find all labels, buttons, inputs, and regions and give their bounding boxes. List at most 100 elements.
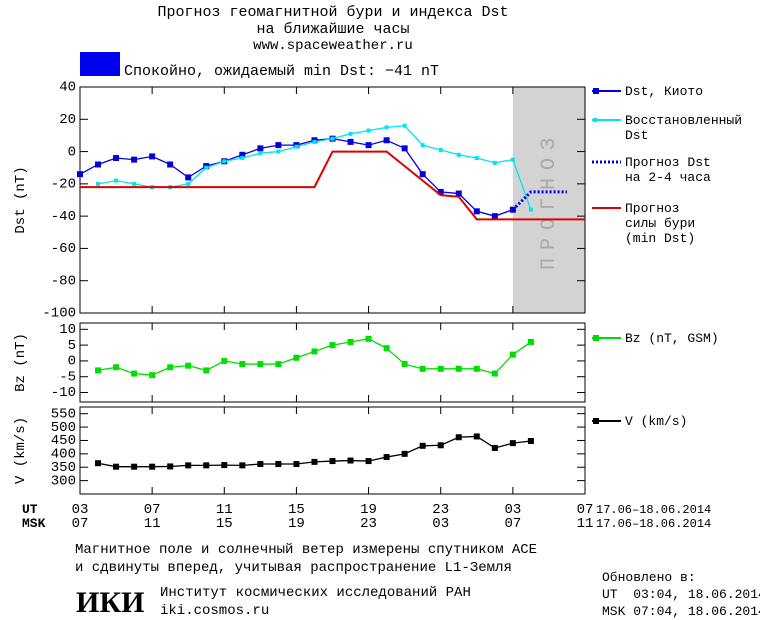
point [491,444,498,451]
x-tick-label: 07 [504,516,521,532]
y-tick-label: 300 [51,473,76,489]
x-range: 17.06–18.06.2014 [596,503,711,517]
y-axis-label: Dst (nT) [13,166,29,233]
point [131,463,138,470]
point [510,157,515,162]
x-tick-label: 11 [144,516,161,532]
legend-marker [593,418,599,424]
updated-msk: MSK 07:04, 18.06.2014 [602,604,760,619]
point [221,357,228,364]
point [257,145,264,152]
point [456,152,461,157]
series-line [511,190,567,211]
point [527,437,534,444]
point [366,128,371,133]
point [509,440,516,447]
point [131,370,138,377]
point [402,123,407,128]
point [455,190,462,197]
point [437,442,444,449]
point [167,161,174,168]
point [275,361,282,368]
point [185,462,192,469]
point [401,361,408,368]
y-tick-label: 10 [59,322,76,338]
y-tick-label: 5 [68,338,76,354]
point [239,151,246,158]
point [149,463,156,470]
point [347,138,354,145]
point [492,160,497,165]
point [437,188,444,195]
point [455,434,462,441]
point [203,462,210,469]
y-tick-label: -10 [51,385,76,401]
x-tick-label: 15 [216,516,233,532]
x-tick-label: 15 [288,502,305,518]
legend-entry: Bz (nT, GSM) [625,331,719,346]
point [330,136,335,141]
plot-frame [79,406,586,495]
legend-entry: Прогноз Dst на 2-4 часа [625,155,711,185]
point [95,460,102,467]
site: iki.cosmos.ru [160,603,269,619]
point [131,156,138,163]
point [276,149,281,154]
point [437,365,444,372]
x-range: 17.06–18.06.2014 [596,517,711,531]
x-row-name: UT [22,502,38,517]
x-tick-label: 23 [432,502,449,518]
point [528,207,533,212]
x-tick-label: 07 [144,502,161,518]
point [204,165,209,170]
y-tick-label: -40 [51,209,76,225]
y-tick-label: 0 [68,354,76,370]
subtitle: на ближайшие часы [256,21,409,38]
point [293,354,300,361]
note: Магнитное поле и солнечный ветер измерен… [75,541,537,558]
point [384,125,389,130]
status-box [80,52,120,76]
point [149,153,156,160]
point [473,365,480,372]
point [240,156,245,161]
updated-label: Обновлено в: [602,570,696,585]
plot-frame [79,86,586,314]
x-tick-label: 07 [72,516,89,532]
y-tick-label: 400 [51,447,76,463]
point [203,367,210,374]
x-tick-label: 11 [577,516,594,532]
point [167,463,174,470]
point [113,364,120,371]
legend-marker [593,335,599,341]
point [113,155,120,162]
legend-marker [593,118,597,122]
point [222,159,227,164]
y-axis-label: V (km/s) [13,417,29,484]
forecast-region [512,87,585,313]
point [383,454,390,461]
point [186,181,191,186]
y-tick-label: 350 [51,460,76,476]
plot-frame [79,322,586,403]
point [527,338,534,345]
y-tick-label: -80 [51,273,76,289]
point [311,458,318,465]
point [365,142,372,149]
point [474,156,479,161]
point [149,372,156,379]
y-tick-label: 550 [51,406,76,422]
logo: ИКИ [76,586,144,619]
legend-entry: Dst, Киото [625,84,704,99]
point [239,361,246,368]
series-line [79,138,514,217]
point [347,338,354,345]
point [383,137,390,144]
point [365,458,372,465]
forecast-label: ПРОГНОЗ [538,130,561,270]
point [77,171,83,178]
point [293,461,300,468]
point [401,450,408,457]
legend-marker [593,88,599,94]
